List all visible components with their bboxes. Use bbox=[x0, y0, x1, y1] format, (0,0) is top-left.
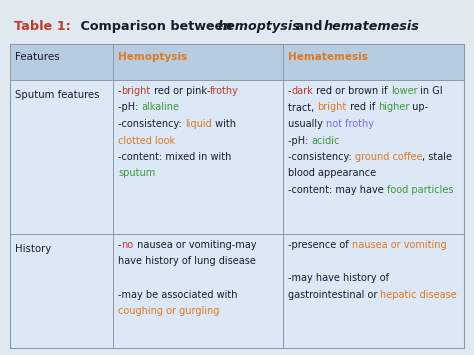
Text: in GI: in GI bbox=[418, 86, 443, 96]
Text: -: - bbox=[118, 86, 121, 96]
Text: dark: dark bbox=[292, 86, 313, 96]
Text: bright: bright bbox=[121, 86, 151, 96]
Text: -: - bbox=[288, 86, 292, 96]
Text: acidic: acidic bbox=[311, 136, 340, 146]
Text: -consistency:: -consistency: bbox=[288, 152, 355, 162]
Text: tract,: tract, bbox=[288, 103, 318, 113]
Text: red if: red if bbox=[346, 103, 378, 113]
Text: -pH:: -pH: bbox=[288, 136, 311, 146]
Text: Hemoptysis: Hemoptysis bbox=[118, 52, 187, 62]
Text: food particles: food particles bbox=[387, 185, 453, 195]
Text: -content: mixed in with: -content: mixed in with bbox=[118, 152, 231, 162]
Text: -may have history of: -may have history of bbox=[288, 273, 389, 283]
Text: red or brown if: red or brown if bbox=[313, 86, 391, 96]
Text: bright: bright bbox=[318, 103, 346, 113]
Bar bbox=[10, 44, 464, 80]
Text: liquid: liquid bbox=[185, 119, 211, 129]
Text: -pH:: -pH: bbox=[118, 103, 142, 113]
Text: no: no bbox=[121, 240, 134, 250]
Text: hepatic disease: hepatic disease bbox=[381, 289, 457, 300]
Text: Table 1:: Table 1: bbox=[14, 20, 71, 33]
Text: Hematemesis: Hematemesis bbox=[288, 52, 368, 62]
Text: blood appearance: blood appearance bbox=[288, 169, 376, 179]
Text: Features: Features bbox=[15, 52, 60, 62]
Text: have history of lung disease: have history of lung disease bbox=[118, 257, 256, 267]
Text: frothy: frothy bbox=[210, 86, 239, 96]
Text: with: with bbox=[211, 119, 236, 129]
Text: -presence of: -presence of bbox=[288, 240, 352, 250]
Bar bbox=[10, 44, 464, 348]
Text: -content: may have: -content: may have bbox=[288, 185, 387, 195]
Text: nausea or vomiting: nausea or vomiting bbox=[352, 240, 447, 250]
Text: , stale: , stale bbox=[422, 152, 452, 162]
Text: not frothy: not frothy bbox=[326, 119, 374, 129]
Text: clotted look: clotted look bbox=[118, 136, 175, 146]
Text: alkaline: alkaline bbox=[142, 103, 180, 113]
Text: and: and bbox=[291, 20, 327, 33]
Text: up-: up- bbox=[410, 103, 428, 113]
Text: -consistency:: -consistency: bbox=[118, 119, 185, 129]
Text: ground coffee: ground coffee bbox=[355, 152, 422, 162]
Text: -may be associated with: -may be associated with bbox=[118, 289, 237, 300]
Text: lower: lower bbox=[391, 86, 418, 96]
Text: gastrointestinal or: gastrointestinal or bbox=[288, 289, 381, 300]
Text: higher: higher bbox=[378, 103, 410, 113]
Text: red or pink-: red or pink- bbox=[151, 86, 210, 96]
Text: History: History bbox=[15, 244, 51, 254]
Text: nausea or vomiting-may: nausea or vomiting-may bbox=[134, 240, 256, 250]
Text: hemoptysis: hemoptysis bbox=[218, 20, 301, 33]
Text: coughing or gurgling: coughing or gurgling bbox=[118, 306, 219, 316]
Text: -: - bbox=[118, 240, 121, 250]
Text: sputum: sputum bbox=[118, 169, 155, 179]
Text: hematemesis: hematemesis bbox=[324, 20, 420, 33]
Text: Sputum features: Sputum features bbox=[15, 90, 100, 100]
Text: usually: usually bbox=[288, 119, 326, 129]
Text: Comparison between: Comparison between bbox=[76, 20, 237, 33]
